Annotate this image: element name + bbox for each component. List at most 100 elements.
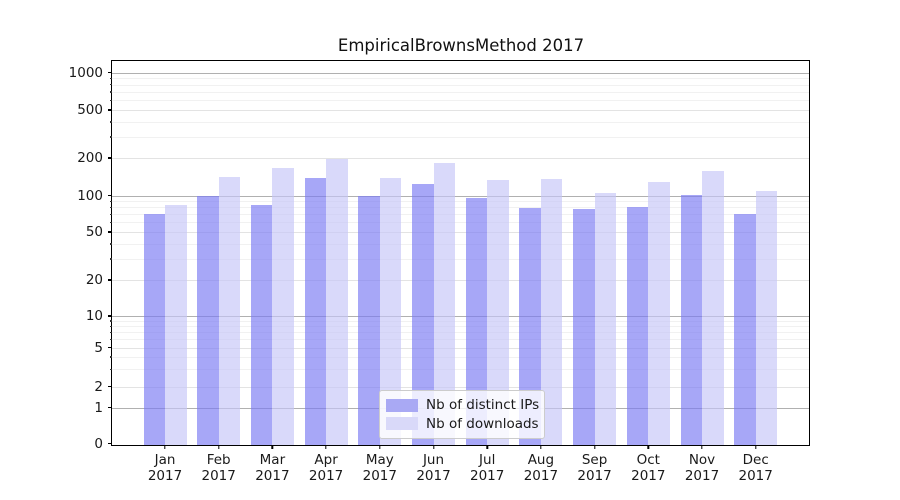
x-tick-label-mar: Mar 2017 [255, 451, 290, 485]
y-tick-label-0: 0 [94, 435, 103, 452]
y-minor-tick [109, 213, 112, 216]
bar-downloads-jan [165, 204, 187, 445]
gridline-minor [112, 243, 809, 245]
legend-label-distinct-ips: Nb of distinct IPs [426, 397, 540, 414]
y-tick-label-2: 2 [94, 378, 103, 395]
x-tick-label-jun: Jun 2017 [416, 451, 451, 485]
gridline-minor [112, 78, 809, 80]
x-tick-label-may: May 2017 [362, 451, 397, 485]
y-minor-tick [109, 206, 112, 209]
y-minor-tick [109, 320, 112, 322]
gridline-minor [112, 320, 809, 322]
y-minor-tick [109, 99, 112, 102]
gridline-y-200 [112, 158, 809, 159]
x-tick-label-aug: Aug 2017 [523, 451, 559, 485]
gridline-y-2 [112, 386, 809, 388]
x-tick-apr [325, 444, 327, 449]
legend-label-downloads: Nb of downloads [426, 415, 539, 432]
bar-downloads-mar [272, 168, 294, 445]
y-tick-100 [107, 194, 112, 197]
y-tick-500 [107, 109, 112, 111]
y-tick-label-100: 100 [77, 187, 103, 204]
y-tick-1000 [107, 71, 112, 74]
gridline-minor [112, 100, 809, 102]
y-tick-label-1: 1 [94, 399, 103, 416]
x-tick-label-feb: Feb 2017 [201, 451, 236, 485]
y-tick-label-20: 20 [85, 272, 103, 288]
y-tick-label-50: 50 [85, 224, 103, 240]
gridline-minor [112, 91, 809, 93]
bar-downloads-apr [326, 158, 348, 445]
bar-downloads-dec [755, 191, 778, 445]
y-minor-tick [109, 325, 112, 328]
gridline-y-20 [112, 280, 809, 281]
bar-distinct-ips-aug [519, 207, 541, 445]
x-tick-jun [432, 444, 435, 449]
x-tick-may [379, 444, 381, 449]
y-tick-5 [107, 346, 112, 349]
bar-distinct-ips-jan [143, 214, 165, 445]
legend: Nb of distinct IPs Nb of downloads [379, 390, 545, 439]
y-minor-tick [109, 368, 112, 371]
gridline-minor [112, 258, 809, 260]
y-minor-tick [109, 84, 112, 86]
chart-title: EmpiricalBrownsMethod 2017 [337, 36, 585, 55]
gridline-y-50 [112, 232, 809, 233]
y-minor-tick [109, 221, 112, 224]
gridline-minor [112, 332, 809, 334]
y-minor-tick [109, 338, 112, 341]
gridline-minor [112, 356, 809, 358]
x-tick-label-dec: Dec 2017 [738, 451, 773, 485]
x-tick-label-oct: Oct 2017 [631, 451, 666, 485]
y-tick-10 [107, 315, 112, 317]
gridline-minor [112, 339, 809, 341]
bar-downloads-oct [648, 182, 670, 445]
y-minor-tick [109, 356, 112, 358]
bar-downloads-jul [487, 180, 509, 445]
legend-row-downloads: Nb of downloads [386, 415, 539, 434]
y-minor-tick [109, 243, 112, 245]
y-tick-200 [107, 157, 112, 159]
gridline-y-100 [112, 195, 809, 197]
x-tick-jan [164, 444, 166, 449]
x-tick-label-apr: Apr 2017 [308, 451, 344, 485]
bar-downloads-jun [433, 163, 455, 445]
x-tick-dec [754, 444, 757, 449]
x-tick-feb [217, 444, 220, 449]
y-tick-label-200: 200 [77, 150, 103, 166]
y-tick-label-10: 10 [85, 308, 103, 324]
y-tick-2 [107, 385, 112, 388]
gridline-minor [112, 222, 809, 224]
y-minor-tick [109, 200, 112, 202]
y-minor-tick [109, 331, 112, 334]
gridline-y-10 [112, 316, 809, 317]
gridline-minor [112, 207, 809, 209]
y-tick-label-5: 5 [94, 339, 103, 356]
gridline-minor [112, 369, 809, 371]
x-tick-oct [647, 444, 649, 449]
gridline-y-1000 [112, 72, 809, 74]
gridline-y-500 [112, 110, 809, 111]
x-tick-nov [701, 444, 703, 449]
x-tick-label-sep: Sep 2017 [577, 451, 612, 485]
legend-swatch-downloads [386, 417, 418, 431]
gridline-minor [112, 136, 809, 138]
x-tick-jul [486, 444, 488, 449]
legend-row-distinct-ips: Nb of distinct IPs [386, 396, 540, 415]
bar-distinct-ips-dec [734, 214, 756, 445]
y-tick-0 [107, 442, 112, 445]
y-tick-1 [107, 406, 112, 409]
y-tick-label-1000: 1000 [68, 64, 103, 81]
y-tick-20 [107, 279, 112, 281]
bar-distinct-ips-oct [626, 206, 649, 445]
gridline-minor [112, 84, 809, 86]
y-minor-tick [109, 258, 112, 260]
bar-distinct-ips-jul [465, 198, 488, 445]
gridline-minor [112, 326, 809, 328]
bar-distinct-ips-jun [412, 183, 434, 445]
gridline-minor [112, 214, 809, 216]
bar-downloads-aug [540, 179, 563, 445]
gridline-y-5 [112, 347, 809, 349]
bar-distinct-ips-feb [197, 195, 219, 445]
